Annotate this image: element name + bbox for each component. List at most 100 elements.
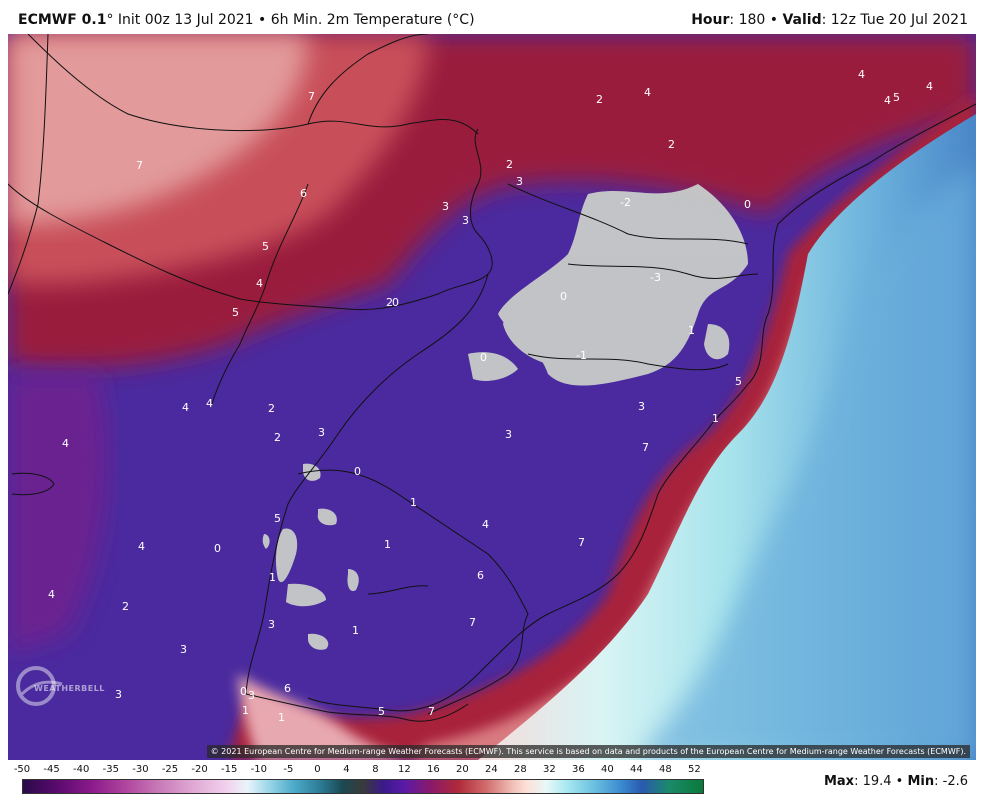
legend-tick: 32: [543, 764, 556, 775]
map-label: 4: [858, 68, 865, 81]
map-label: 1: [712, 412, 719, 425]
map-label: 5: [274, 512, 281, 525]
header-right: Hour: 180 • Valid: 12z Tue 20 Jul 2021: [691, 12, 968, 28]
legend-tick: 52: [688, 764, 701, 775]
map-label: 0: [240, 685, 247, 698]
color-scale-legend: -50 -45 -40 -35 -30 -25 -20 -15 -10 -5 0…: [14, 764, 706, 804]
map-label: 5: [735, 375, 742, 388]
model-name: ECMWF 0.1: [18, 12, 107, 28]
legend-tick: -10: [250, 764, 267, 775]
map-label: 0: [480, 351, 487, 364]
map-label: 6: [284, 682, 291, 695]
logo-text: WEATHERBELL: [34, 684, 105, 693]
legend-tick: -5: [283, 764, 294, 775]
legend-tick: -45: [43, 764, 60, 775]
border-lines: [8, 34, 976, 722]
legend-tick: -30: [132, 764, 149, 775]
frost-patches: [262, 184, 748, 650]
max-min-stats: Max: 19.4 • Min: -2.6: [824, 774, 968, 789]
map-label: 3: [516, 175, 523, 188]
map-label: 2: [596, 93, 603, 106]
map-label: 0: [354, 465, 361, 478]
legend-tick: -35: [102, 764, 119, 775]
map-label: 0: [214, 542, 221, 555]
map-label: 4: [884, 94, 891, 107]
legend-tick: 16: [427, 764, 440, 775]
legend-tick: -25: [161, 764, 179, 775]
map-label: 0: [560, 290, 567, 303]
map-label: 3: [318, 426, 325, 439]
map-label: -1: [576, 349, 587, 362]
map-svg: 7 7 6 5 4 5 4 2 4 4 5 4 2 3 2 3 3 2 -2 0…: [8, 34, 976, 760]
map-label: 2: [122, 600, 129, 613]
map-label: 3: [180, 643, 187, 656]
map-label: 5: [232, 306, 239, 319]
map-label: 4: [256, 277, 263, 290]
map-label: 6: [477, 569, 484, 582]
max-value: : 19.4 •: [854, 774, 908, 789]
plata-estuary: [238, 674, 408, 760]
map-label: 4: [644, 86, 651, 99]
header-left: ECMWF 0.1° Init 00z 13 Jul 2021 • 6h Min…: [18, 12, 475, 28]
max-label: Max: [823, 774, 855, 789]
map-label: 1: [410, 496, 417, 509]
map-label: 0: [744, 198, 751, 211]
map-label: -3: [650, 271, 661, 284]
map-label: 4: [206, 397, 213, 410]
legend-tick: 8: [372, 764, 379, 775]
weatherbell-logo-icon: [16, 666, 63, 706]
valid-label: Valid: [782, 12, 822, 28]
map-label: 7: [308, 90, 315, 103]
map-label: -2: [620, 196, 631, 209]
hour-label: Hour: [691, 12, 730, 28]
deep-ocean: [638, 164, 976, 760]
map-label: 5: [893, 91, 900, 104]
map-label: 1: [278, 711, 285, 724]
legend-tick: -40: [73, 764, 90, 775]
map-label: 7: [136, 159, 143, 172]
legend-tick: 0: [314, 764, 321, 775]
legend-tick: 44: [630, 764, 643, 775]
map-label: 4: [138, 540, 145, 553]
degree-symbol: °: [106, 12, 114, 28]
map-label: 1: [269, 571, 276, 584]
temperature-map: 7 7 6 5 4 5 4 2 4 4 5 4 2 3 2 3 3 2 -2 0…: [8, 34, 976, 760]
legend-tick: 24: [485, 764, 498, 775]
map-label: 5: [262, 240, 269, 253]
hottest-northwest-field: [8, 34, 308, 224]
map-label: 7: [428, 705, 435, 718]
legend-tick: 48: [659, 764, 672, 775]
legend-tick: 4: [343, 764, 350, 775]
map-label: 1: [352, 624, 359, 637]
legend-tick: -20: [191, 764, 208, 775]
hour-value: : 180 •: [729, 12, 783, 28]
map-header: ECMWF 0.1° Init 00z 13 Jul 2021 • 6h Min…: [0, 0, 984, 34]
map-label: 5: [378, 705, 385, 718]
map-label: 4: [482, 518, 489, 531]
map-label: 1: [242, 704, 249, 717]
map-label: 3: [462, 214, 469, 227]
map-label: 4: [926, 80, 933, 93]
map-label: 0: [392, 296, 399, 309]
legend-tick: 12: [398, 764, 411, 775]
copyright-notice: © 2021 European Centre for Medium-range …: [206, 745, 970, 758]
legend-tick: 36: [572, 764, 585, 775]
legend-tick: 40: [601, 764, 614, 775]
map-label: 3: [638, 400, 645, 413]
map-label: 7: [642, 441, 649, 454]
min-label: Min: [907, 774, 935, 789]
map-label: 7: [578, 536, 585, 549]
init-text: Init 00z 13 Jul 2021 • 6h Min. 2m Temper…: [117, 12, 475, 28]
map-label: 2: [506, 158, 513, 171]
map-label: 1: [384, 538, 391, 551]
valid-value: : 12z Tue 20 Jul 2021: [821, 12, 968, 28]
map-label: 4: [62, 437, 69, 450]
map-label: 1: [688, 324, 695, 337]
map-label: 3: [442, 200, 449, 213]
map-label: 4: [182, 401, 189, 414]
map-label: 2: [668, 138, 675, 151]
map-label: 7: [469, 616, 476, 629]
west-purple-field: [8, 374, 108, 654]
map-label: 4: [48, 588, 55, 601]
map-label: 6: [300, 187, 307, 200]
